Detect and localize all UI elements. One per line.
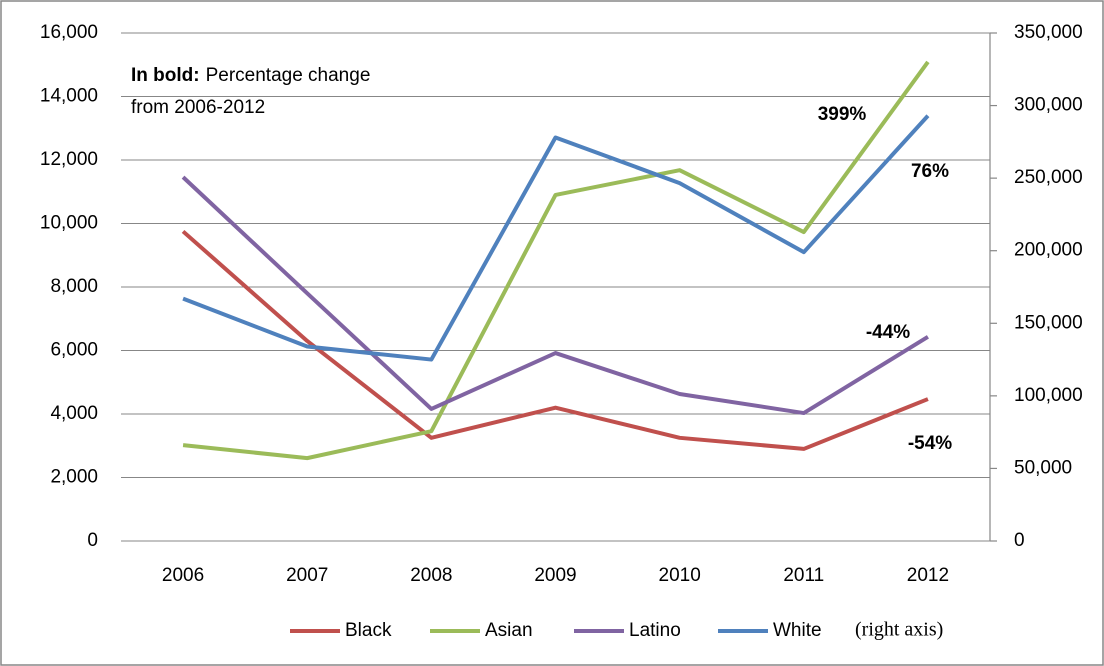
note: In bold: Percentage change [131,65,370,86]
series-line [181,229,929,451]
x-tick-label: 2009 [534,565,576,586]
legend-label: Asian [485,620,533,641]
y-tick-label: 16,000 [40,22,98,43]
y-tick-label: 8,000 [50,276,98,297]
y2-tick-label: 200,000 [1014,240,1083,261]
series-line [181,175,929,416]
legend-label: White [773,620,822,641]
x-tick-label: 2006 [162,565,204,586]
annotation: 399% [818,104,867,125]
x-tick-label: 2011 [783,565,824,586]
y2-tick-label: 0 [1014,530,1025,551]
note-line: from 2006-2012 [131,97,265,118]
legend-label: Black [345,620,392,641]
legend-label: Latino [629,620,681,641]
note-bold: In bold: [131,65,200,86]
series-line [182,114,930,362]
y2-tick-label: 250,000 [1014,167,1083,188]
legend-note: (right axis) [855,619,943,641]
y-tick-label: 4,000 [50,403,98,424]
y-tick-label: 0 [87,530,98,551]
series-line [182,60,930,461]
x-tick-label: 2012 [907,565,949,586]
y2-tick-label: 150,000 [1014,312,1083,333]
y2-tick-label: 300,000 [1014,95,1083,116]
y2-tick-label: 350,000 [1014,22,1083,43]
annotation: -54% [908,433,952,454]
y-tick-label: 14,000 [40,86,98,107]
y2-tick-label: 100,000 [1014,385,1083,406]
annotation: 76% [911,161,949,182]
note-line: Percentage change [206,65,371,86]
y-tick-label: 2,000 [50,467,98,488]
y-tick-label: 10,000 [40,213,98,234]
annotation: -44% [866,322,910,343]
y-tick-label: 12,000 [40,149,98,170]
x-tick-label: 2010 [659,565,701,586]
y-tick-label: 6,000 [50,340,98,361]
x-tick-label: 2007 [286,565,328,586]
y2-tick-label: 50,000 [1014,457,1072,478]
x-tick-label: 2008 [410,565,452,586]
